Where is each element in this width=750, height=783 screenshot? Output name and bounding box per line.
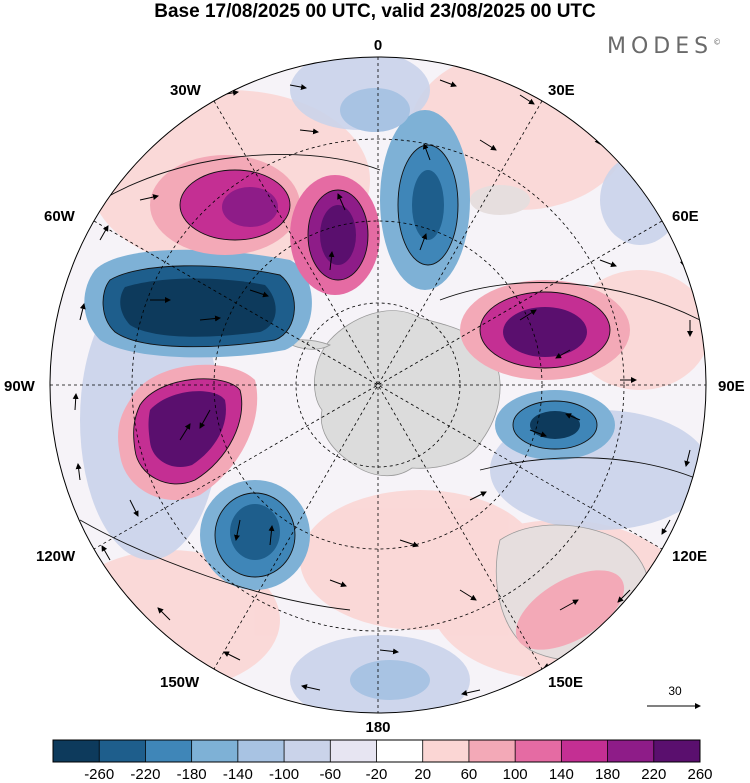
colorbar-label: -20 xyxy=(366,766,388,783)
wind-vectors xyxy=(72,79,693,696)
lon-label-150w: 150W xyxy=(160,674,200,691)
colorbar-swatch xyxy=(561,740,609,762)
colorbar-swatch xyxy=(99,740,146,762)
lon-label-90w: 90W xyxy=(4,378,36,395)
colorbar-swatch xyxy=(145,740,193,762)
colorbar-label: -220 xyxy=(130,766,160,783)
colorbar-swatch xyxy=(376,740,424,762)
negative-anomaly-north xyxy=(340,88,470,290)
colorbar-swatch xyxy=(53,740,100,762)
colorbar-label: 140 xyxy=(549,766,574,783)
lon-label-120w: 120W xyxy=(36,548,76,565)
antarctica-landmass xyxy=(314,310,501,477)
positive-anomaly-west xyxy=(118,364,258,501)
lon-label-60w: 60W xyxy=(44,208,76,225)
positive-anomaly-southeast xyxy=(470,185,625,650)
colorbar-swatch xyxy=(191,740,239,762)
negative-anomaly-southwest xyxy=(200,480,430,700)
colorbar-label: 20 xyxy=(414,766,431,783)
reference-vector: 30 xyxy=(647,684,701,709)
colorbar-label: 260 xyxy=(687,766,712,783)
map-border xyxy=(49,56,707,714)
lon-label-0: 0 xyxy=(374,37,382,54)
brand-mark: © xyxy=(713,37,722,47)
colorbar: -260 -220 -180 -140 -100 -60 -20 20 60 100 140 180 2… xyxy=(52,739,713,783)
map-title: Base 17/08/2025 00 UTC, valid 23/08/2025… xyxy=(154,1,596,22)
colorbar-swatch xyxy=(237,740,285,762)
graticule xyxy=(50,57,706,713)
colorbar-label: -180 xyxy=(177,766,207,783)
lon-label-180: 180 xyxy=(365,719,390,736)
colorbar-label: -140 xyxy=(223,766,253,783)
colorbar-swatch xyxy=(422,740,470,762)
colorbar-label: 100 xyxy=(503,766,528,783)
anomaly-contours xyxy=(59,144,701,611)
colorbar-label: 180 xyxy=(595,766,620,783)
lon-label-30e: 30E xyxy=(548,82,575,99)
colorbar-label: -100 xyxy=(269,766,299,783)
colorbar-swatch xyxy=(468,740,516,762)
lon-label-30w: 30W xyxy=(170,82,202,99)
lon-label-60e: 60E xyxy=(672,208,699,225)
reference-vector-label: 30 xyxy=(668,684,682,698)
colorbar-label: -60 xyxy=(319,766,341,783)
lon-label-90e: 90E xyxy=(718,378,745,395)
positive-anomaly-northwest xyxy=(150,155,380,295)
positive-anomaly-east xyxy=(460,280,630,380)
colorbar-label: -260 xyxy=(84,766,114,783)
lon-label-120e: 120E xyxy=(672,548,707,565)
colorbar-swatch xyxy=(330,740,377,762)
lon-label-150e: 150E xyxy=(548,674,583,691)
colorbar-swatch xyxy=(284,740,331,762)
negative-anomaly-west xyxy=(84,249,312,358)
map-disc xyxy=(50,57,706,713)
colorbar-label: 60 xyxy=(461,766,478,783)
brand-text: MODES xyxy=(607,34,714,59)
colorbar-label: 220 xyxy=(641,766,666,783)
longitude-labels: 0 30E 60E 90E 120E 150E 180 150W 120W 90… xyxy=(4,37,745,736)
modes-logo: MODES© xyxy=(607,34,721,59)
colorbar-swatch xyxy=(653,740,701,762)
colorbar-swatch xyxy=(607,740,655,762)
colorbar-swatch xyxy=(515,740,562,762)
